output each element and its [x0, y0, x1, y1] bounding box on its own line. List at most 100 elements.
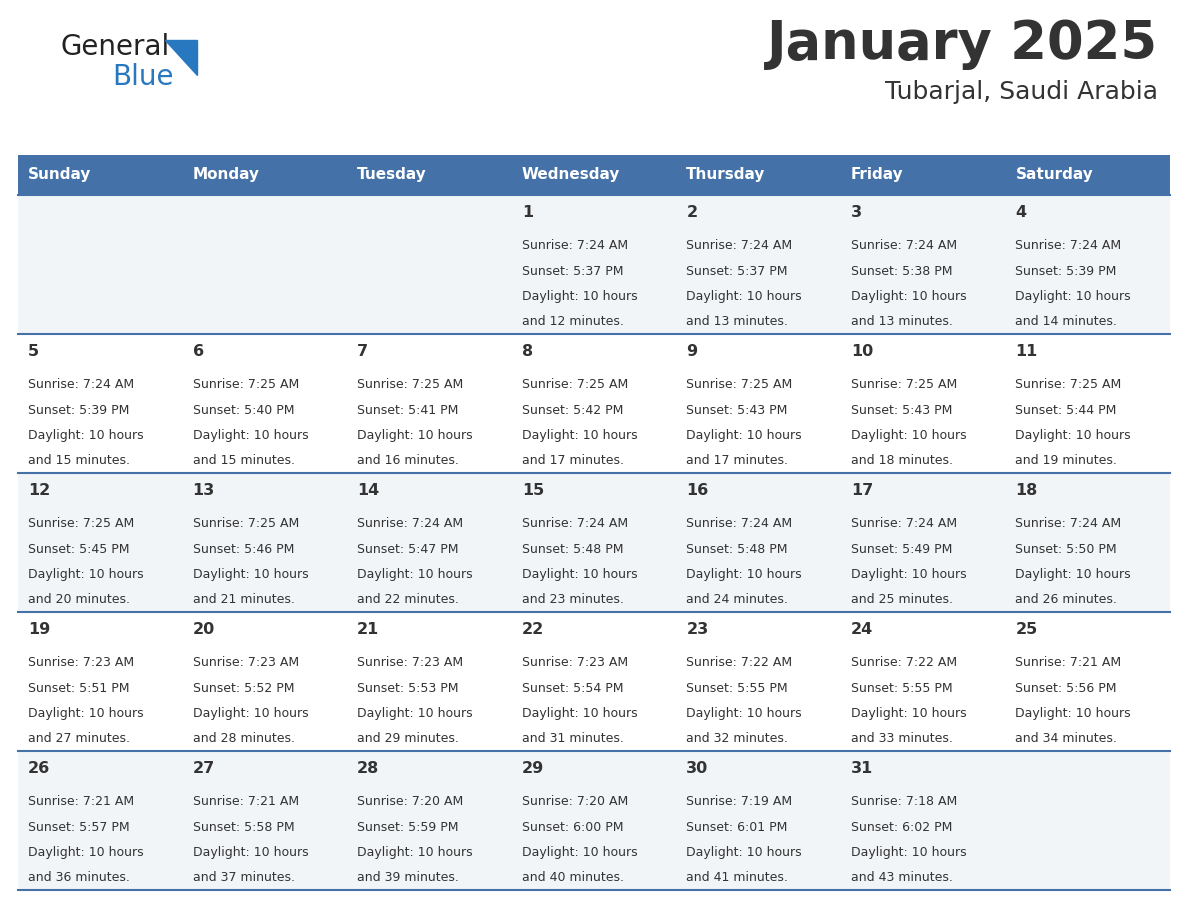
Bar — [1005, 751, 1170, 890]
Text: and 19 minutes.: and 19 minutes. — [1016, 454, 1117, 467]
Text: 21: 21 — [358, 622, 379, 637]
Text: Daylight: 10 hours: Daylight: 10 hours — [522, 707, 637, 720]
Text: 31: 31 — [851, 761, 873, 776]
Text: Sunset: 5:41 PM: Sunset: 5:41 PM — [358, 404, 459, 417]
Bar — [1005, 195, 1170, 334]
Text: Sunrise: 7:25 AM: Sunrise: 7:25 AM — [687, 378, 792, 391]
Text: Daylight: 10 hours: Daylight: 10 hours — [522, 568, 637, 581]
Bar — [1005, 155, 1170, 195]
Text: Sunrise: 7:24 AM: Sunrise: 7:24 AM — [687, 240, 792, 252]
Text: Sunrise: 7:23 AM: Sunrise: 7:23 AM — [29, 656, 134, 669]
Text: Sunset: 5:37 PM: Sunset: 5:37 PM — [687, 264, 788, 277]
Bar — [841, 751, 1005, 890]
Text: and 31 minutes.: and 31 minutes. — [522, 732, 624, 745]
Text: and 40 minutes.: and 40 minutes. — [522, 871, 624, 884]
Text: Daylight: 10 hours: Daylight: 10 hours — [192, 707, 308, 720]
Text: Sunrise: 7:21 AM: Sunrise: 7:21 AM — [29, 795, 134, 809]
Bar — [347, 334, 512, 473]
Text: 29: 29 — [522, 761, 544, 776]
Text: Sunset: 5:37 PM: Sunset: 5:37 PM — [522, 264, 624, 277]
Text: Saturday: Saturday — [1016, 167, 1093, 183]
Text: Sunrise: 7:21 AM: Sunrise: 7:21 AM — [1016, 656, 1121, 669]
Bar — [1005, 334, 1170, 473]
Text: Daylight: 10 hours: Daylight: 10 hours — [29, 568, 144, 581]
Text: Sunset: 5:43 PM: Sunset: 5:43 PM — [687, 404, 788, 417]
Bar — [841, 473, 1005, 612]
Bar — [183, 751, 347, 890]
Text: and 17 minutes.: and 17 minutes. — [687, 454, 789, 467]
Bar — [1005, 612, 1170, 751]
Text: Daylight: 10 hours: Daylight: 10 hours — [29, 429, 144, 442]
Text: 3: 3 — [851, 205, 862, 220]
Text: 7: 7 — [358, 344, 368, 359]
Bar — [183, 473, 347, 612]
Text: Friday: Friday — [851, 167, 904, 183]
Bar — [512, 473, 676, 612]
Text: and 13 minutes.: and 13 minutes. — [851, 315, 953, 328]
Bar — [676, 195, 841, 334]
Text: Sunrise: 7:21 AM: Sunrise: 7:21 AM — [192, 795, 298, 809]
Text: Sunset: 5:56 PM: Sunset: 5:56 PM — [1016, 682, 1117, 695]
Text: and 25 minutes.: and 25 minutes. — [851, 593, 953, 606]
Text: Sunrise: 7:22 AM: Sunrise: 7:22 AM — [687, 656, 792, 669]
Bar — [183, 612, 347, 751]
Text: and 13 minutes.: and 13 minutes. — [687, 315, 788, 328]
Bar — [18, 195, 183, 334]
Text: Sunrise: 7:23 AM: Sunrise: 7:23 AM — [192, 656, 298, 669]
Text: 20: 20 — [192, 622, 215, 637]
Text: Sunrise: 7:23 AM: Sunrise: 7:23 AM — [522, 656, 627, 669]
Bar — [676, 473, 841, 612]
Bar — [347, 195, 512, 334]
Text: 12: 12 — [29, 483, 50, 498]
Bar — [18, 612, 183, 751]
Text: Tubarjal, Saudi Arabia: Tubarjal, Saudi Arabia — [885, 80, 1158, 104]
Text: 1: 1 — [522, 205, 533, 220]
Text: Sunset: 5:39 PM: Sunset: 5:39 PM — [29, 404, 129, 417]
Text: and 18 minutes.: and 18 minutes. — [851, 454, 953, 467]
Text: Daylight: 10 hours: Daylight: 10 hours — [522, 845, 637, 859]
Bar — [18, 473, 183, 612]
Text: Sunrise: 7:19 AM: Sunrise: 7:19 AM — [687, 795, 792, 809]
Text: Sunday: Sunday — [29, 167, 91, 183]
Bar — [1005, 473, 1170, 612]
Bar — [841, 612, 1005, 751]
Text: and 17 minutes.: and 17 minutes. — [522, 454, 624, 467]
Text: Sunset: 5:51 PM: Sunset: 5:51 PM — [29, 682, 129, 695]
Bar — [512, 155, 676, 195]
Text: Daylight: 10 hours: Daylight: 10 hours — [192, 568, 308, 581]
Text: and 39 minutes.: and 39 minutes. — [358, 871, 459, 884]
Text: 5: 5 — [29, 344, 39, 359]
Text: Sunset: 5:59 PM: Sunset: 5:59 PM — [358, 821, 459, 834]
Text: Daylight: 10 hours: Daylight: 10 hours — [851, 290, 967, 303]
Text: Daylight: 10 hours: Daylight: 10 hours — [1016, 429, 1131, 442]
Text: and 43 minutes.: and 43 minutes. — [851, 871, 953, 884]
Text: Sunrise: 7:24 AM: Sunrise: 7:24 AM — [522, 240, 627, 252]
Text: and 37 minutes.: and 37 minutes. — [192, 871, 295, 884]
Bar — [512, 751, 676, 890]
Text: 16: 16 — [687, 483, 708, 498]
Text: and 36 minutes.: and 36 minutes. — [29, 871, 129, 884]
Text: Sunrise: 7:25 AM: Sunrise: 7:25 AM — [522, 378, 628, 391]
Text: Sunrise: 7:24 AM: Sunrise: 7:24 AM — [1016, 518, 1121, 531]
Text: Sunset: 5:42 PM: Sunset: 5:42 PM — [522, 404, 623, 417]
Text: Blue: Blue — [112, 63, 173, 91]
Text: Daylight: 10 hours: Daylight: 10 hours — [687, 568, 802, 581]
Text: and 26 minutes.: and 26 minutes. — [1016, 593, 1117, 606]
Bar — [676, 612, 841, 751]
Text: Sunrise: 7:25 AM: Sunrise: 7:25 AM — [851, 378, 958, 391]
Text: 9: 9 — [687, 344, 697, 359]
Bar — [676, 155, 841, 195]
Text: and 27 minutes.: and 27 minutes. — [29, 732, 129, 745]
Text: Daylight: 10 hours: Daylight: 10 hours — [1016, 707, 1131, 720]
Text: Sunrise: 7:25 AM: Sunrise: 7:25 AM — [192, 518, 299, 531]
Text: Sunset: 5:40 PM: Sunset: 5:40 PM — [192, 404, 295, 417]
Text: Sunrise: 7:25 AM: Sunrise: 7:25 AM — [358, 378, 463, 391]
Text: 27: 27 — [192, 761, 215, 776]
Bar — [347, 751, 512, 890]
Text: Sunrise: 7:18 AM: Sunrise: 7:18 AM — [851, 795, 958, 809]
Text: Daylight: 10 hours: Daylight: 10 hours — [1016, 568, 1131, 581]
Text: 22: 22 — [522, 622, 544, 637]
Bar — [183, 155, 347, 195]
Text: Daylight: 10 hours: Daylight: 10 hours — [522, 429, 637, 442]
Bar — [676, 751, 841, 890]
